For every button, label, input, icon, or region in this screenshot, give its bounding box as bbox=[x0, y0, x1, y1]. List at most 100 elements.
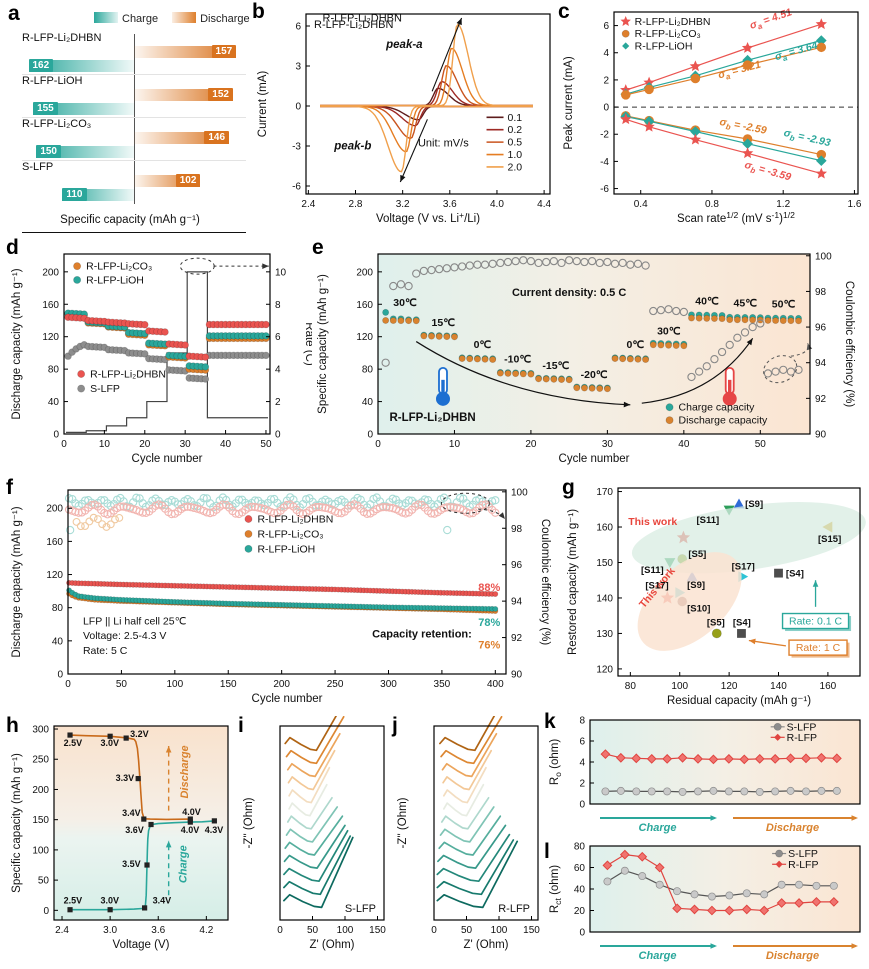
marker-ocircle bbox=[202, 508, 212, 517]
y-tick-label: 2 bbox=[603, 75, 609, 86]
marker-circle bbox=[428, 332, 435, 340]
marker-circle bbox=[787, 317, 795, 325]
marker-circle bbox=[657, 341, 665, 349]
nyquist-curve bbox=[440, 715, 503, 765]
marker-star bbox=[741, 147, 754, 159]
long-cycling-chart: R-LFP-Li₂DHBN R-LFP-Li₂CO₃ R-LFP-LiOH LFP |… bbox=[11, 487, 551, 705]
marker-circle bbox=[382, 308, 390, 316]
marker-diamond bbox=[693, 753, 703, 764]
x-tick-label: 4.0 bbox=[490, 199, 504, 210]
marker-circle bbox=[694, 787, 702, 796]
panel-letter-e: e bbox=[312, 236, 324, 259]
panel-letter-k: k bbox=[544, 710, 556, 733]
annotation-text: peak-b bbox=[333, 140, 371, 152]
marker-ocircle bbox=[81, 522, 90, 530]
nyquist-curve bbox=[442, 783, 485, 817]
bar-rows: R-LFP-Li₂DHBN 157 162 R-LFP-LiOH 152 155 R-LFP… bbox=[22, 32, 246, 233]
marker-diamond bbox=[801, 753, 811, 764]
arrow-head bbox=[623, 401, 631, 408]
cv-curve-1.0 bbox=[320, 47, 533, 153]
x-axis-label: Voltage (V) bbox=[113, 939, 170, 951]
marker-circle bbox=[742, 60, 753, 70]
y-axis-label: Specific capacity (mAh g⁻¹) bbox=[317, 274, 329, 414]
marker-square bbox=[774, 568, 783, 578]
x-axis-label: Cycle number bbox=[559, 453, 630, 465]
legend-label: R-LFP-LiOH bbox=[86, 274, 144, 286]
marker-star bbox=[815, 18, 828, 30]
bar-legend-label: Charge bbox=[122, 13, 159, 25]
bar-legend-item: Discharge bbox=[172, 12, 250, 25]
marker-circle bbox=[707, 892, 716, 901]
y-tick-label: 200 bbox=[46, 504, 63, 515]
marker-ocircle bbox=[381, 358, 390, 367]
x-tick-label: 30 bbox=[602, 439, 614, 450]
nyquist-curve bbox=[288, 766, 331, 804]
x-tick-label: 50 bbox=[260, 439, 272, 450]
nyquist-curve bbox=[437, 824, 507, 869]
y-tick-label: 6 bbox=[603, 21, 609, 32]
marker-circle bbox=[389, 317, 397, 325]
discharge-value: 157 bbox=[211, 45, 237, 58]
marker-circle bbox=[603, 877, 612, 886]
y-tick-label: 250 bbox=[32, 755, 49, 766]
y2-tick-label: 98 bbox=[511, 524, 523, 535]
legend-label: 0.2 bbox=[508, 124, 523, 136]
panel-d: d R-LFP-Li₂CO₃ R-LFP-LiOH R-LFP-Li₂DHBN S-L… bbox=[6, 236, 315, 480]
marker-circle bbox=[795, 317, 802, 325]
annotation-text: [S11] bbox=[641, 565, 664, 576]
marker-circle bbox=[412, 317, 420, 325]
marker-circle bbox=[649, 341, 657, 349]
marker-square bbox=[737, 629, 746, 638]
annotation-arrow bbox=[478, 508, 506, 520]
y2-tick-label: 2 bbox=[275, 397, 281, 408]
x-tick-label: 4.4 bbox=[537, 199, 551, 210]
y-tick-label: 40 bbox=[362, 397, 374, 408]
marker-ocircle bbox=[85, 517, 94, 526]
marker-circle bbox=[680, 342, 688, 350]
marker-ocircle bbox=[106, 520, 115, 529]
marker-diamond bbox=[811, 896, 822, 907]
y-axis-label: Rct (ohm) bbox=[549, 865, 563, 913]
nyquist-curve bbox=[285, 806, 339, 843]
panel-b: b R-LFP-Li₂DHBN peak-a peak-b Unit: mV/s 0.1… bbox=[252, 0, 558, 240]
y-axis-label: Peak current (mA) bbox=[563, 56, 575, 149]
y-tick-label: 140 bbox=[596, 593, 613, 604]
x-tick-label: 2.4 bbox=[301, 199, 315, 210]
annotation-ellipse bbox=[637, 552, 742, 651]
marker-circle bbox=[634, 355, 642, 363]
y2-axis-label: Rate (C) bbox=[303, 322, 312, 366]
nyquist-curve bbox=[439, 695, 507, 752]
nyquist-curve bbox=[441, 732, 498, 778]
panel-letter-b: b bbox=[252, 0, 265, 23]
nyquist-curve bbox=[283, 835, 352, 896]
discharge-bar: 102 bbox=[134, 174, 201, 187]
marker-ocircle bbox=[250, 496, 260, 505]
y-tick-label: -4 bbox=[600, 157, 609, 168]
x-tick-label: 3.6 bbox=[443, 199, 457, 210]
charge-arrow-label: Charge bbox=[639, 950, 677, 962]
marker-ocircle bbox=[93, 515, 102, 524]
charge-value: 110 bbox=[62, 188, 87, 201]
marker-diamond bbox=[689, 904, 700, 915]
y-tick-label: 6 bbox=[295, 22, 301, 33]
marker-ocircle bbox=[398, 508, 407, 517]
marker-ocircle bbox=[491, 508, 500, 517]
marker-circle bbox=[802, 787, 810, 796]
nyquist-curve bbox=[284, 695, 349, 752]
marker-ocircle bbox=[72, 517, 81, 526]
marker-circle bbox=[527, 370, 535, 378]
legend-label: R-LFP-Li₂DHBN bbox=[635, 16, 711, 28]
sample-name: R-LFP-Li₂CO₃ bbox=[22, 118, 92, 130]
annotation-text: LFP || Li half cell 25℃ bbox=[83, 615, 187, 627]
panel-letter-d: d bbox=[6, 236, 19, 259]
marker-circle bbox=[244, 529, 253, 538]
y-tick-label: 170 bbox=[596, 487, 613, 498]
marker-ocircle bbox=[786, 367, 796, 376]
marker-circle bbox=[262, 332, 270, 340]
marker-square bbox=[135, 775, 141, 782]
y2-tick-label: 8 bbox=[275, 300, 281, 311]
marker-ocircle bbox=[343, 501, 353, 510]
marker-circle bbox=[632, 787, 641, 796]
marker-diamond bbox=[615, 752, 626, 763]
plot-frame bbox=[63, 253, 271, 435]
